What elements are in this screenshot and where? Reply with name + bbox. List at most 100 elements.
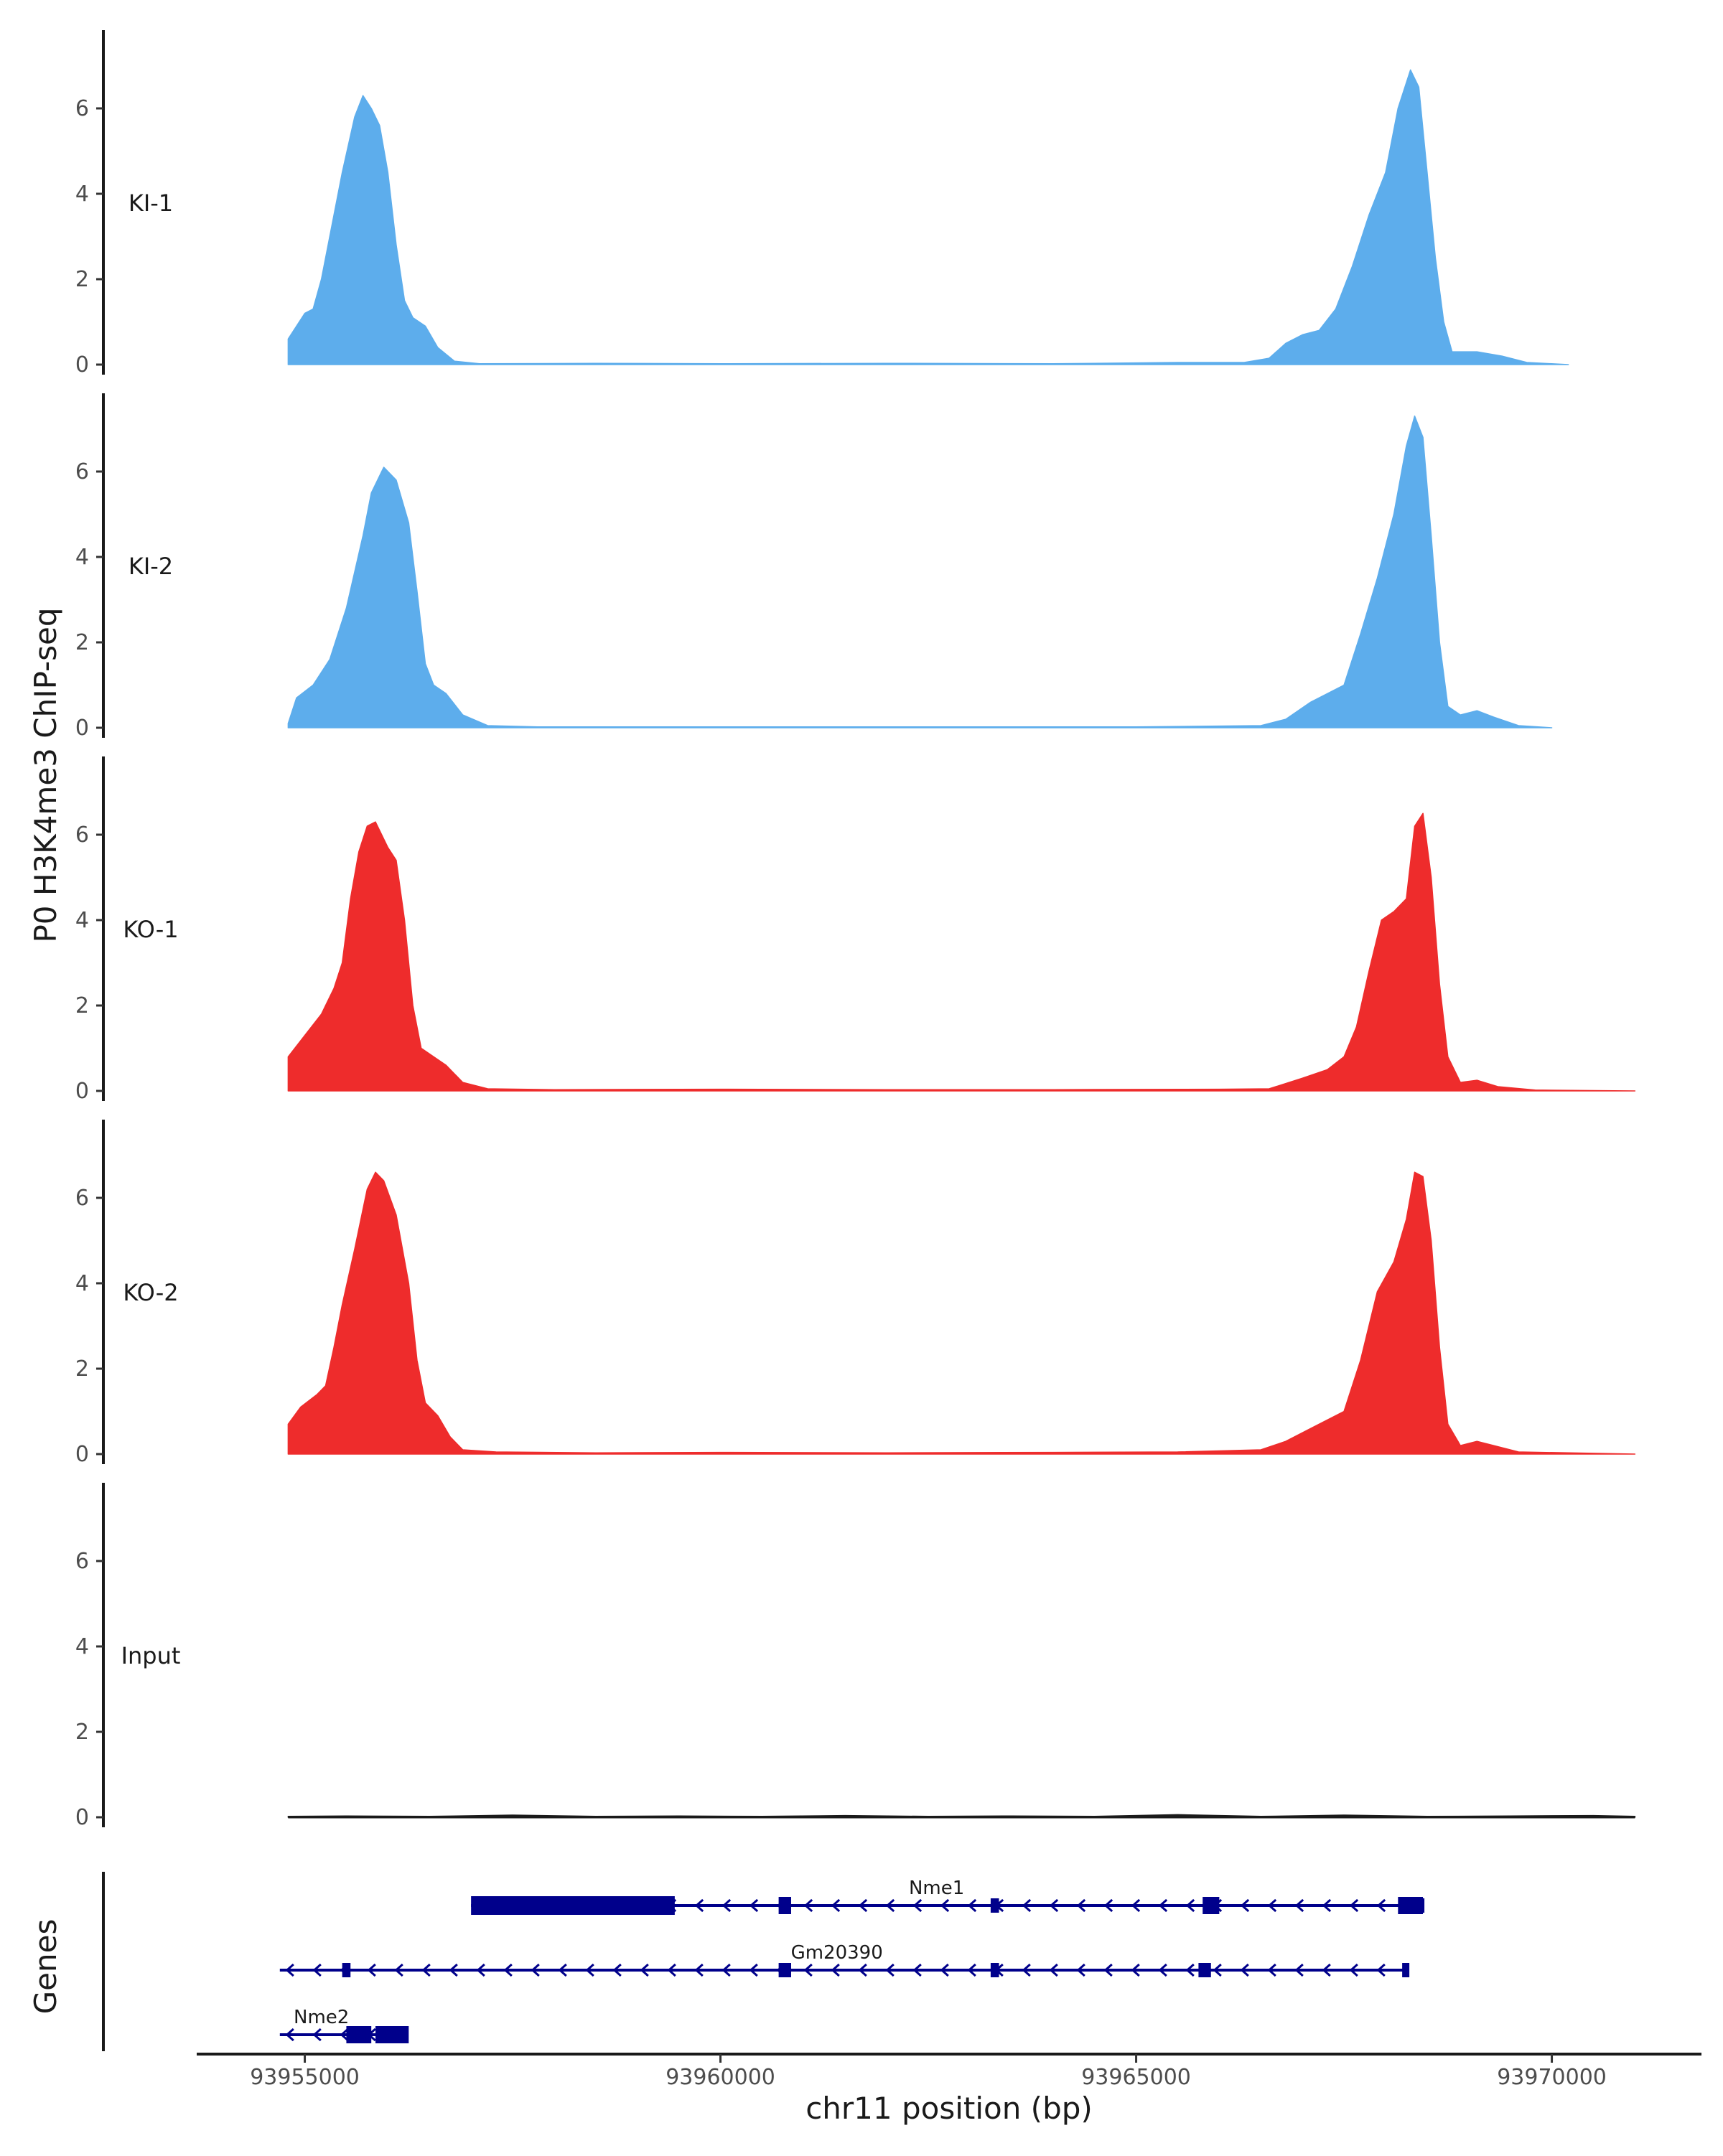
strand-arrow-icon [1022, 1898, 1032, 1913]
strand-arrow-icon [312, 2028, 322, 2042]
coverage-area-ko-2 [287, 1171, 1636, 1455]
y-tick-label: 2 [75, 1720, 89, 1745]
strand-arrow-icon [640, 1963, 649, 1977]
y-tick-label: 0 [75, 1442, 89, 1467]
strand-arrow-icon [1376, 1898, 1386, 1913]
track-ko-2: 0 2 4 6 KO-2 [75, 1120, 1636, 1467]
strand-arrow-icon [1131, 1898, 1141, 1913]
y-tick-label: 0 [75, 716, 89, 741]
strand-arrow-icon [1349, 1898, 1359, 1913]
strand-arrow-icon [1213, 1963, 1222, 1977]
strand-arrow-icon [858, 1963, 867, 1977]
x-tick-label: 93970000 [1497, 2065, 1607, 2090]
strand-arrow-icon [803, 1898, 813, 1913]
strand-arrow-icon [694, 1898, 704, 1913]
strand-arrow-icon [749, 1963, 758, 1977]
exon-block [1398, 1897, 1424, 1914]
strand-arrow-icon [612, 1963, 622, 1977]
strand-arrow-icon [1240, 1898, 1250, 1913]
track-ki-2: 0 2 4 6 KI-2 [75, 393, 1553, 741]
x-tick-label: 93955000 [250, 2065, 360, 2090]
strand-arrow-icon [558, 1963, 567, 1977]
y-tick-label: 2 [75, 630, 89, 655]
x-tick-label: 93965000 [1081, 2065, 1191, 2090]
gene-annotation-track: Nme1 Gm20390 Nme2 [102, 1872, 1425, 2051]
exon-block [778, 1963, 791, 1977]
track-ko-1: 0 2 4 6 KO-1 [75, 756, 1636, 1104]
track-label: KI-2 [129, 553, 173, 580]
track-label: KI-1 [129, 189, 173, 217]
strand-arrow-icon [531, 1963, 540, 1977]
strand-arrow-icon [967, 1898, 977, 1913]
y-tick-label: 0 [75, 1079, 89, 1104]
strand-arrow-icon [722, 1963, 731, 1977]
gene-nme2: Nme2 [279, 2007, 409, 2043]
strand-arrow-icon [1376, 1963, 1386, 1977]
strand-arrow-icon [1049, 1963, 1058, 1977]
y-tick-label: 2 [75, 1356, 89, 1382]
strand-arrow-icon [1322, 1963, 1331, 1977]
strand-arrow-icon [858, 1898, 868, 1913]
track-label: KO-1 [123, 916, 178, 943]
y-tick-label: 0 [75, 1805, 89, 1830]
strand-arrow-icon [1158, 1963, 1167, 1977]
track-ki-1: 0 2 4 6 KI-1 [75, 30, 1569, 378]
strand-arrow-icon [1022, 1963, 1031, 1977]
strand-arrow-icon [722, 1898, 732, 1913]
strand-arrow-icon [1185, 1963, 1195, 1977]
strand-arrow-icon [912, 1963, 922, 1977]
coverage-tracks: 0 2 4 6 KI-1 0 2 4 6 KI-2 0 2 4 6 KO-1 0 2 4 6 KO-2 0 2 4 6 Inpu… [75, 30, 1636, 1830]
strand-arrow-icon [421, 1963, 431, 1977]
coverage-area-ki-2 [287, 415, 1553, 728]
strand-arrow-icon [1294, 1963, 1304, 1977]
strand-arrow-icon [1349, 1963, 1358, 1977]
strand-arrow-icon [476, 1963, 485, 1977]
x-axis: 93955000 93960000 93965000 93970000 [197, 2053, 1701, 2090]
strand-arrow-icon [667, 1963, 676, 1977]
track-label: Input [121, 1642, 181, 1669]
gene-label: Gm20390 [791, 1942, 883, 1964]
strand-arrow-icon [912, 1898, 923, 1913]
strand-arrow-icon [803, 1963, 813, 1977]
strand-arrow-icon [1267, 1963, 1276, 1977]
track-label: KO-2 [123, 1279, 178, 1306]
strand-arrow-icon [285, 2028, 294, 2042]
y-tick-label: 4 [75, 1271, 89, 1296]
y-tick-label: 2 [75, 267, 89, 292]
gene-gm20390: Gm20390 [279, 1942, 1410, 1977]
exon-block [990, 1898, 999, 1913]
y-tick-label: 2 [75, 993, 89, 1018]
strand-arrow-icon [940, 1963, 949, 1977]
strand-arrow-icon [312, 1963, 322, 1977]
strand-arrow-icon [1103, 1898, 1113, 1913]
y-tick-label: 4 [75, 545, 89, 570]
strand-arrow-icon [885, 1963, 895, 1977]
y-tick-label: 6 [75, 1186, 89, 1211]
y-tick-label: 4 [75, 908, 89, 933]
strand-arrow-icon [967, 1963, 976, 1977]
strand-arrow-icon [285, 1963, 294, 1977]
y-tick-label: 6 [75, 96, 89, 121]
strand-arrow-icon [1322, 1898, 1332, 1913]
exon-block [471, 1896, 675, 1915]
strand-arrow-icon [340, 2028, 349, 2042]
exon-block [342, 1963, 351, 1977]
y-tick-label: 0 [75, 352, 89, 378]
y-axis-title: P0 H3K4me3 ChIP-seq [28, 607, 63, 942]
coverage-area-ko-1 [287, 812, 1636, 1092]
y-tick-label: 6 [75, 822, 89, 848]
strand-arrow-icon [1103, 1963, 1113, 1977]
exon-block [1198, 1963, 1211, 1977]
strand-arrow-icon [1267, 1898, 1277, 1913]
strand-arrow-icon [367, 1963, 376, 1977]
exon-block [346, 2026, 372, 2043]
strand-arrow-icon [1131, 1963, 1140, 1977]
gene-label: Nme2 [294, 2007, 349, 2028]
exon-block [1203, 1897, 1220, 1914]
exon-block [1402, 1963, 1410, 1977]
x-tick-label: 93960000 [666, 2065, 775, 2090]
strand-arrow-icon [1240, 1963, 1249, 1977]
strand-arrow-icon [885, 1898, 895, 1913]
